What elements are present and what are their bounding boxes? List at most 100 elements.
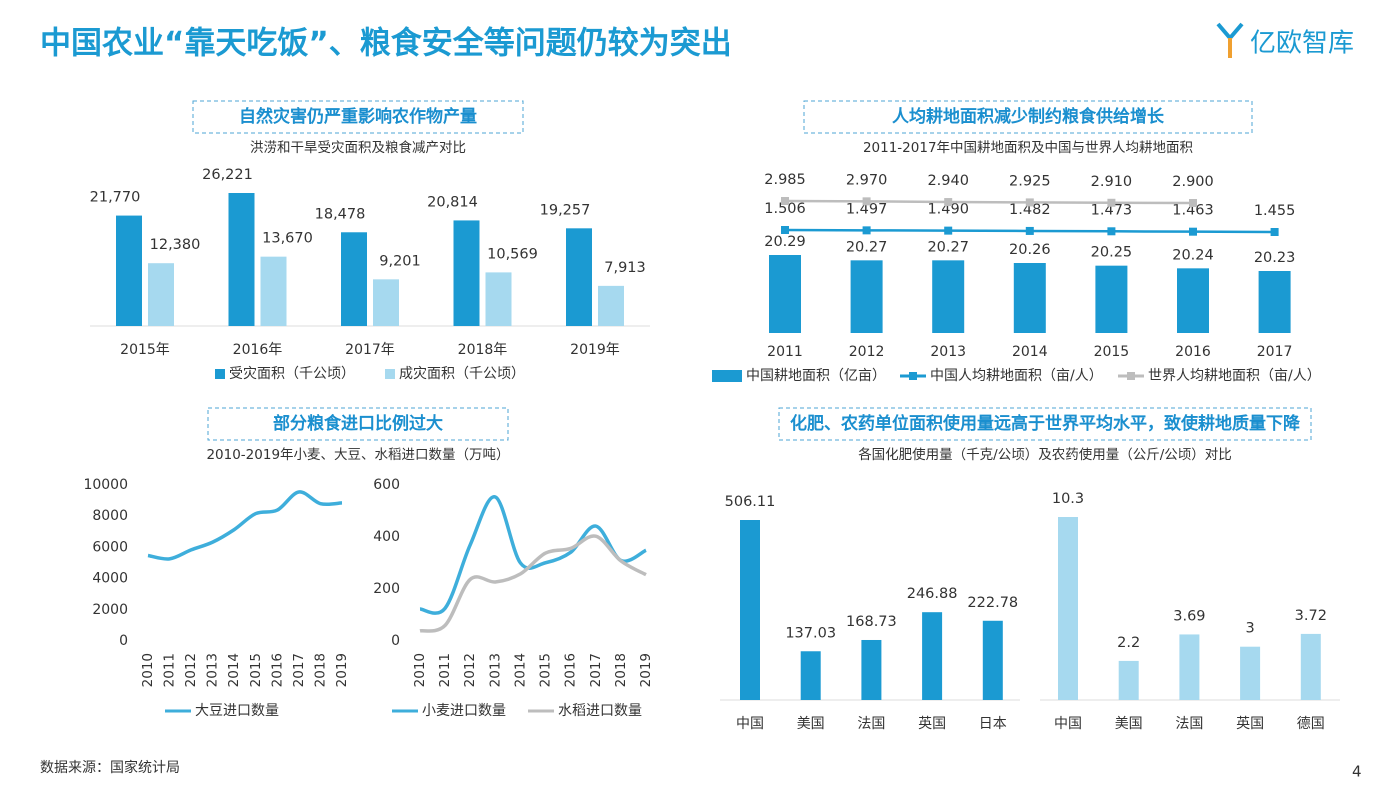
- x-tick-label: 美国: [797, 716, 825, 732]
- logo-text: 亿欧智库: [1250, 29, 1354, 59]
- y-tick-label: 200: [373, 581, 400, 597]
- bar: [850, 260, 883, 333]
- source: 数据来源：国家统计局: [40, 759, 180, 776]
- value-label: 19,257: [540, 202, 591, 218]
- panel-title-box: [778, 407, 1312, 441]
- bar: [485, 272, 512, 326]
- x-tick-label: 2016: [1175, 344, 1211, 360]
- value-label: 9,201: [379, 253, 421, 269]
- bar: [341, 232, 367, 326]
- x-tick-label: 2019: [638, 653, 654, 687]
- legend-swatch: [385, 369, 395, 379]
- x-tick-label: 美国: [1115, 716, 1143, 732]
- value-label: 10.3: [1052, 491, 1084, 507]
- value-label: 2.925: [1009, 173, 1051, 189]
- panel-subtitle: 2010-2019年小麦、大豆、水稻进口数量（万吨）: [206, 447, 509, 463]
- point: [944, 198, 953, 207]
- bar: [800, 651, 821, 700]
- x-tick-label: 中国: [1054, 716, 1082, 732]
- point: [1189, 227, 1197, 236]
- value-label: 18,478: [315, 206, 366, 222]
- x-tick-label: 2018: [613, 653, 629, 687]
- value-label: 246.88: [907, 586, 958, 602]
- panel-title: 部分粮食进口比例过大: [273, 413, 443, 434]
- x-tick-label: 法国: [1175, 716, 1203, 732]
- x-tick-label: 法国: [857, 716, 885, 732]
- legend-label: 受灾面积（千公顷）: [229, 365, 355, 382]
- x-tick-label: 2018: [312, 653, 328, 687]
- y-tick-label: 0: [391, 633, 400, 649]
- value-label: 2.910: [1091, 174, 1133, 190]
- panel-subtitle: 各国化肥使用量（千克/公顷）及农药使用量（公斤/公顷）对比: [858, 446, 1232, 463]
- x-tick-label: 2012: [183, 653, 199, 687]
- x-tick-label: 2011: [767, 344, 803, 360]
- line: [419, 495, 647, 615]
- x-tick-label: 2016: [563, 653, 579, 687]
- bar: [373, 279, 399, 326]
- bar: [1095, 265, 1128, 333]
- value-label: 3: [1245, 621, 1254, 637]
- point: [1025, 198, 1034, 207]
- bar: [1240, 646, 1261, 700]
- value-label: 20.25: [1091, 245, 1133, 261]
- value-label: 2.985: [764, 172, 806, 188]
- x-tick-label: 2019: [334, 653, 350, 687]
- x-tick-label: 2011: [437, 653, 453, 687]
- bar: [1013, 263, 1046, 333]
- legend-label: 中国耕地面积（亿亩）: [746, 367, 886, 384]
- x-tick-label: 2017年: [345, 342, 395, 358]
- value-label: 2.940: [927, 173, 969, 189]
- panel-title: 化肥、农药单位面积使用量远高于世界平均水平，致使耕地质量下降: [790, 413, 1301, 434]
- value-label: 13,670: [262, 231, 313, 247]
- value-label: 1.482: [1009, 202, 1051, 218]
- x-tick-label: 2015年: [120, 342, 170, 358]
- bar: [769, 255, 801, 333]
- x-tick-label: 2011: [162, 653, 178, 687]
- value-label: 168.73: [846, 614, 897, 630]
- legend-label: 成灾面积（千公顷）: [399, 365, 525, 382]
- x-tick-label: 英国: [918, 715, 946, 732]
- x-tick-label: 2016: [269, 653, 285, 687]
- bar: [922, 612, 943, 700]
- x-tick-label: 2013: [930, 344, 966, 360]
- value-label: 26,221: [202, 167, 253, 183]
- bar: [116, 215, 142, 326]
- value-label: 3.72: [1295, 608, 1327, 624]
- point: [1270, 228, 1279, 236]
- value-label: 1.463: [1172, 203, 1214, 219]
- point: [862, 197, 871, 206]
- legend-swatch: [215, 369, 225, 379]
- value-label: 10,569: [487, 246, 538, 262]
- y-tick-label: 4000: [92, 571, 128, 587]
- value-label: 20.27: [927, 239, 969, 255]
- x-tick-label: 2010: [412, 653, 428, 687]
- x-tick-label: 2014: [512, 653, 528, 687]
- legend-marker: [1127, 372, 1135, 380]
- x-tick-label: 2017: [588, 653, 604, 687]
- bar: [260, 256, 287, 326]
- y-tick-label: 0: [119, 633, 128, 649]
- x-tick-label: 2015: [248, 653, 264, 687]
- value-label: 20.27: [846, 239, 888, 255]
- x-tick-label: 中国: [736, 716, 764, 732]
- bar: [1177, 268, 1209, 333]
- legend-swatch: [712, 370, 742, 382]
- x-tick-label: 2018年: [458, 342, 508, 358]
- bar: [1179, 634, 1200, 700]
- value-label: 1.506: [764, 201, 806, 217]
- x-tick-label: 德国: [1297, 716, 1325, 732]
- value-label: 20.23: [1254, 250, 1296, 266]
- point: [1107, 198, 1116, 207]
- x-tick-label: 2015: [1094, 344, 1130, 360]
- bar: [1118, 660, 1139, 700]
- bar: [566, 228, 592, 326]
- value-label: 2.2: [1117, 635, 1140, 651]
- panel-title-box: [803, 100, 1253, 134]
- x-tick-label: 2017: [291, 653, 307, 687]
- bar: [1058, 517, 1078, 700]
- bar: [228, 193, 255, 326]
- value-label: 222.78: [967, 595, 1018, 611]
- x-tick-label: 2016年: [233, 342, 283, 358]
- value-label: 1.455: [1254, 203, 1296, 219]
- y-tick-label: 2000: [92, 602, 128, 618]
